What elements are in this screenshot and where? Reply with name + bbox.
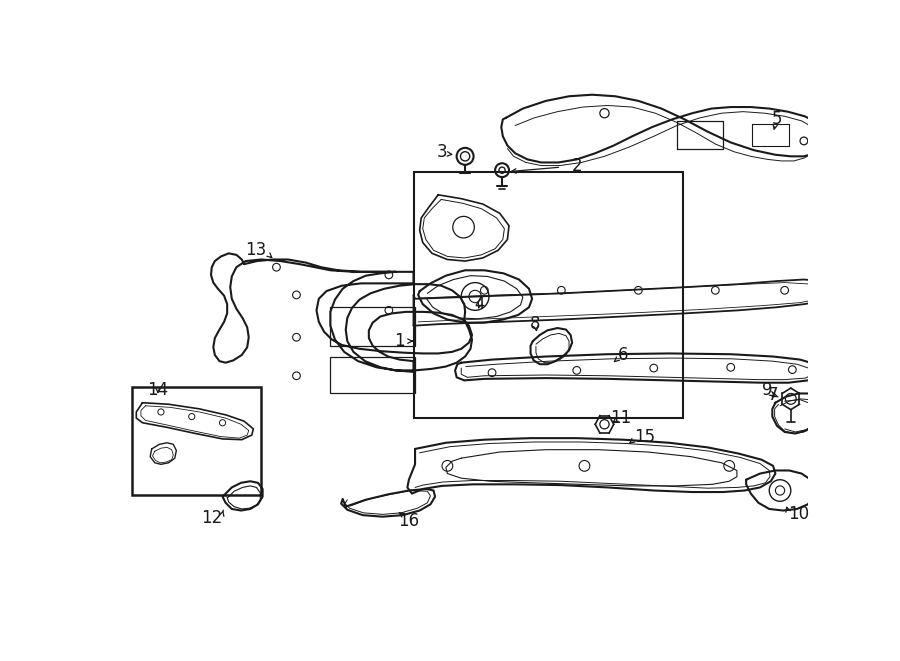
Bar bbox=[131, 387, 261, 495]
Bar bbox=[330, 356, 415, 393]
Text: 3: 3 bbox=[436, 143, 447, 161]
Text: 1: 1 bbox=[393, 332, 404, 350]
Text: 13: 13 bbox=[245, 241, 266, 259]
Text: 12: 12 bbox=[202, 509, 222, 527]
Text: 16: 16 bbox=[399, 512, 419, 530]
Text: 2: 2 bbox=[572, 157, 582, 175]
Text: 5: 5 bbox=[771, 110, 782, 128]
Bar bbox=[413, 172, 683, 418]
Text: 8: 8 bbox=[530, 315, 540, 333]
Text: 14: 14 bbox=[148, 381, 168, 399]
Text: 7: 7 bbox=[768, 386, 778, 404]
Text: 15: 15 bbox=[634, 428, 655, 446]
Text: 9: 9 bbox=[761, 381, 772, 399]
Text: 11: 11 bbox=[610, 409, 631, 427]
Text: 10: 10 bbox=[788, 506, 809, 524]
Text: 6: 6 bbox=[617, 346, 628, 364]
Text: 4: 4 bbox=[474, 295, 484, 313]
Bar bbox=[330, 307, 415, 346]
